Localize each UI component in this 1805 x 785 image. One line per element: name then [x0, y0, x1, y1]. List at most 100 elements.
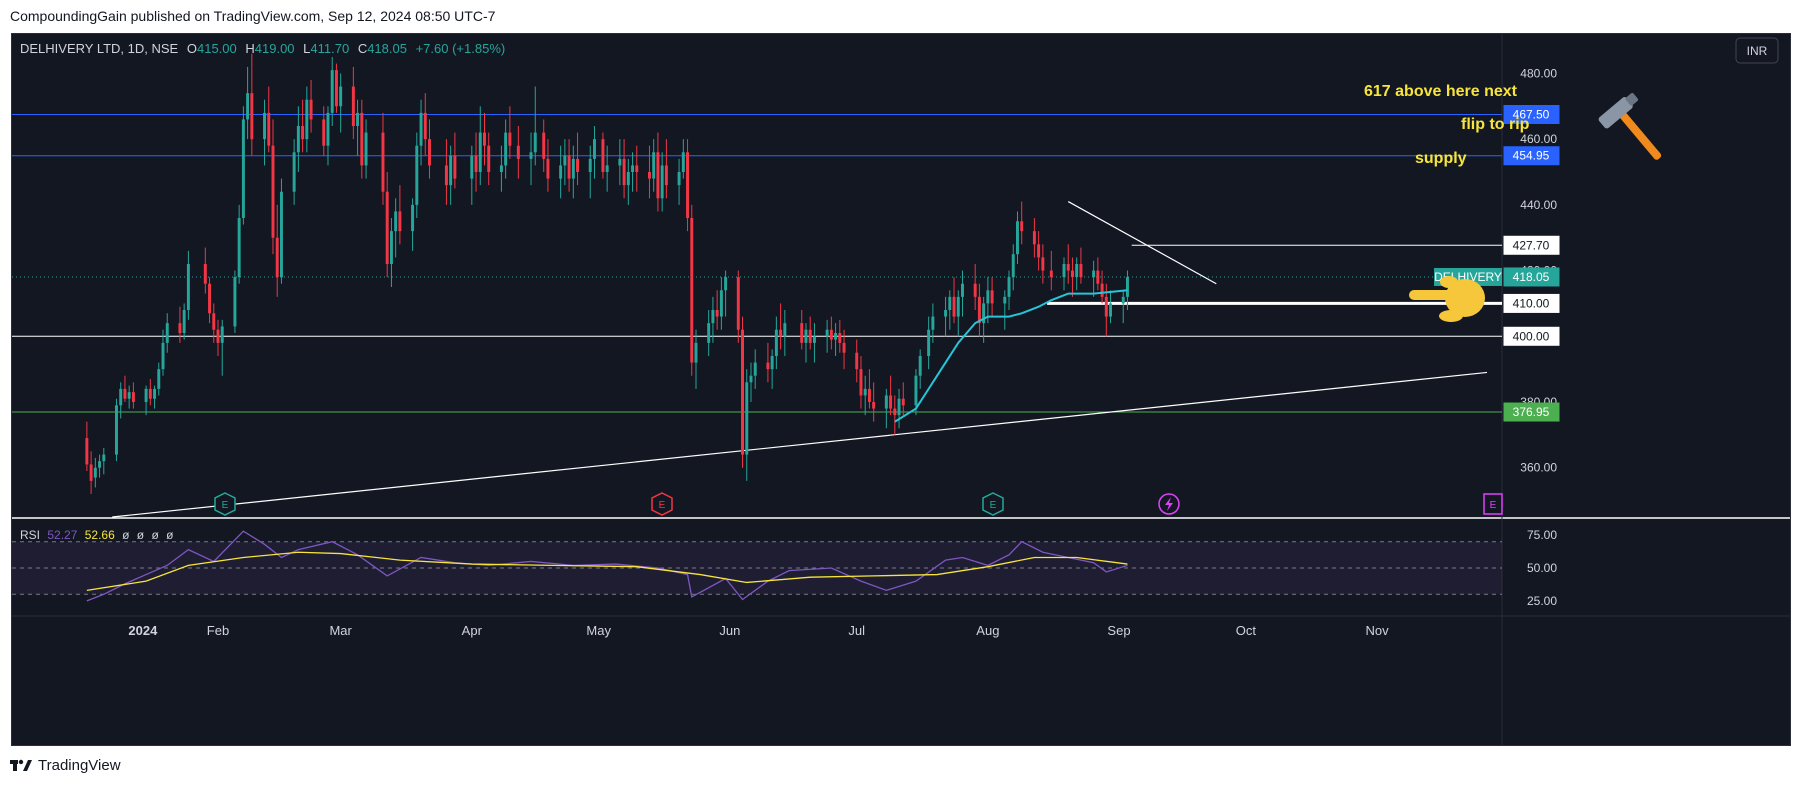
candle: [829, 316, 833, 350]
candle: [842, 329, 846, 370]
candle: [233, 270, 237, 333]
candle: [808, 316, 812, 350]
trendline[interactable]: [112, 371, 1488, 518]
candle: [1003, 290, 1007, 330]
candle: [652, 139, 656, 192]
dividend-lightning-icon[interactable]: [1158, 493, 1180, 515]
candle: [478, 106, 482, 186]
rsi-extra-4: ø: [166, 528, 174, 542]
tradingview-footer[interactable]: TradingView: [10, 753, 121, 777]
candle: [470, 145, 474, 205]
chart-frame[interactable]: 480.00460.00440.00420.00380.00360.00467.…: [11, 33, 1791, 746]
candle: [1011, 244, 1015, 291]
candle: [250, 53, 254, 156]
trendlines[interactable]: [112, 201, 1488, 518]
price-tick-label: 360.00: [1520, 461, 1557, 475]
chart-background: [12, 34, 1790, 745]
trendline[interactable]: [1067, 201, 1217, 285]
publisher-line: CompoundingGain published on TradingView…: [10, 8, 496, 24]
candle: [711, 296, 715, 343]
candle: [973, 264, 977, 310]
horizontal-levels[interactable]: [12, 114, 1502, 413]
legend-open-label: O: [187, 41, 197, 56]
currency-button[interactable]: INR: [1735, 37, 1779, 64]
candle: [220, 319, 224, 376]
candle: [770, 349, 774, 389]
rsi-tick-label: 50.00: [1527, 561, 1557, 575]
candle: [144, 385, 148, 416]
time-axis[interactable]: 2024 Feb Mar Apr May Jun Jul Aug Sep Oct Nov: [12, 615, 1790, 638]
candle: [309, 80, 313, 133]
candle: [165, 313, 169, 353]
candle: [157, 362, 161, 396]
candle: [977, 283, 981, 337]
candle: [1020, 201, 1024, 245]
candle: [1049, 250, 1053, 291]
candle: [1096, 257, 1100, 291]
time-tick-label: Jul: [848, 623, 865, 638]
candle: [741, 316, 745, 468]
rsi-line: [86, 530, 1128, 602]
candle: [1062, 257, 1066, 291]
legend-low-label: L: [303, 41, 310, 56]
annotation-supply: supply: [1415, 150, 1467, 167]
candle: [419, 99, 423, 166]
earnings-icon[interactable]: E: [1483, 493, 1503, 515]
time-tick-label: Nov: [1365, 623, 1389, 638]
candle: [305, 86, 309, 153]
candle: [626, 158, 630, 205]
candle: [453, 132, 457, 189]
time-tick-label: Jun: [719, 623, 740, 638]
candle: [542, 119, 546, 172]
candle: [381, 112, 385, 205]
price-label-text: 418.05: [1513, 270, 1550, 284]
candle: [267, 86, 271, 153]
candle: [529, 132, 533, 186]
price-label-text: 467.50: [1513, 108, 1550, 122]
candle: [127, 385, 131, 409]
candle: [774, 316, 778, 370]
candle: [1075, 257, 1079, 291]
candle: [961, 270, 964, 317]
candle: [102, 448, 106, 475]
rsi-tick-label: 25.00: [1527, 594, 1557, 608]
tradingview-logo-icon: [10, 759, 32, 771]
rsi-pane: 75.00 50.00 25.00: [12, 528, 1557, 608]
candle: [660, 152, 664, 212]
earnings-icon[interactable]: E: [214, 492, 236, 516]
candle: [605, 145, 609, 192]
svg-text:E: E: [659, 500, 666, 511]
candle: [186, 250, 190, 320]
candle: [592, 126, 596, 179]
candle: [339, 73, 343, 133]
candle: [444, 139, 448, 205]
earnings-icon[interactable]: E: [982, 492, 1004, 516]
legend-low-value: 411.70: [310, 41, 349, 56]
candle: [715, 290, 719, 330]
candle: [428, 119, 431, 179]
candle: [153, 385, 157, 409]
legend-symbol: DELHIVERY LTD, 1D, NSE: [20, 41, 179, 56]
annotation-617-above: 617 above here next: [1364, 83, 1518, 100]
candle: [563, 139, 567, 186]
rsi-extra-2: ø: [137, 528, 145, 542]
candle: [322, 106, 326, 156]
candle: [859, 356, 863, 409]
candle: [588, 145, 592, 199]
earnings-icon[interactable]: E: [651, 492, 673, 516]
candle: [956, 290, 960, 337]
price-tick-label: 480.00: [1520, 66, 1557, 80]
ohlc-legend: DELHIVERY LTD, 1D, NSE O415.00 H419.00 L…: [20, 41, 505, 56]
candle: [364, 119, 368, 179]
candle: [119, 382, 123, 419]
candle: [504, 119, 508, 179]
chart-canvas[interactable]: 480.00460.00440.00420.00380.00360.00467.…: [12, 34, 1790, 745]
candle: [326, 106, 330, 166]
candle: [360, 99, 364, 179]
candle: [330, 57, 334, 126]
svg-text:E: E: [1490, 500, 1497, 511]
candle: [1125, 270, 1129, 310]
candle: [719, 277, 723, 330]
legend-high-label: H: [245, 41, 254, 56]
price-label-text: 427.70: [1513, 238, 1550, 252]
